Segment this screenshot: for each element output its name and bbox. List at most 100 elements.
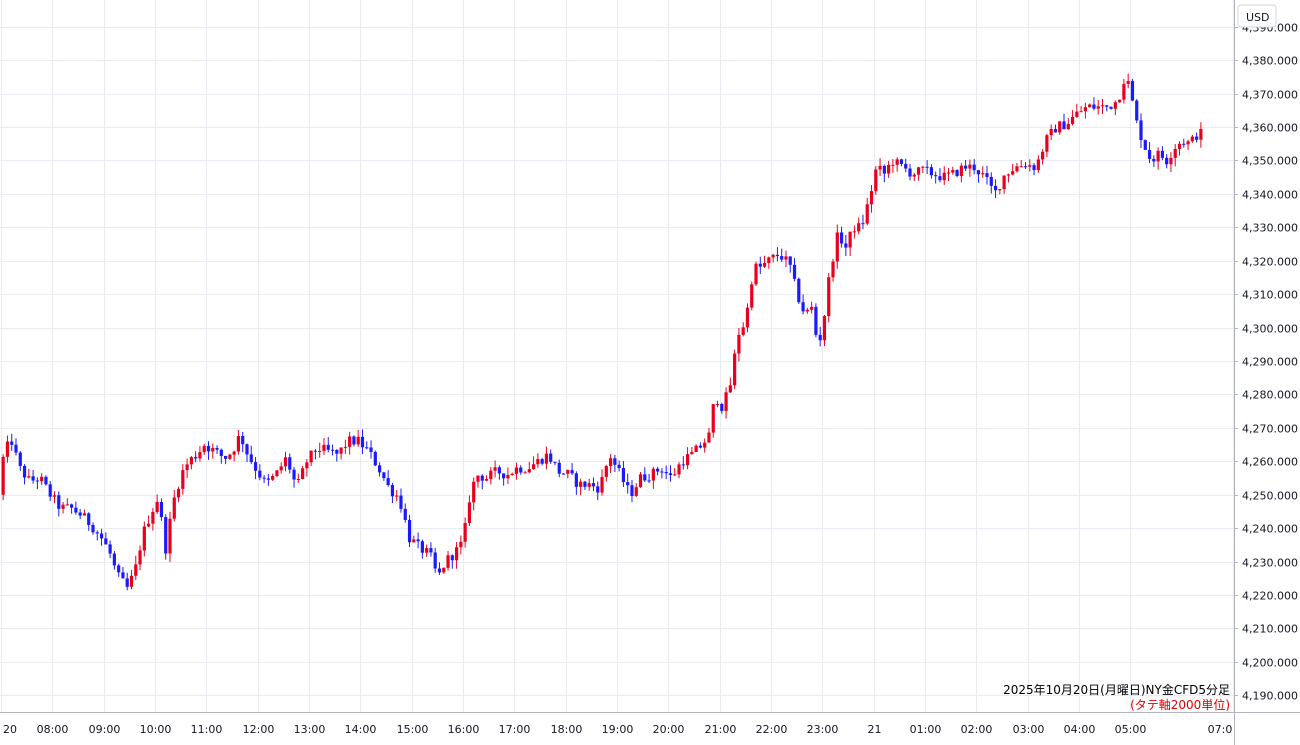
candle-body — [715, 403, 720, 405]
candle-body — [831, 261, 835, 278]
candle-body — [895, 159, 899, 165]
candle-body — [502, 473, 506, 479]
candle-body — [35, 480, 39, 482]
candle-body — [613, 458, 617, 465]
grid-lines — [0, 0, 1234, 712]
candle-body — [215, 448, 219, 450]
candle-body — [1041, 151, 1045, 160]
candle-body — [745, 307, 750, 328]
candle-body — [112, 553, 116, 566]
candle-body — [172, 497, 176, 519]
candle-body — [245, 444, 249, 455]
time-tick-label: 13:00 — [294, 723, 326, 736]
candle-body — [758, 263, 762, 267]
candle-body — [296, 478, 300, 480]
candle-body — [224, 455, 228, 459]
candle-body — [14, 444, 18, 453]
candle-body — [1028, 165, 1032, 167]
candle-body — [279, 466, 283, 471]
candle-body — [1062, 121, 1066, 130]
candle-body — [433, 552, 437, 569]
candle-body — [1177, 143, 1182, 149]
candle-body — [767, 257, 771, 264]
candle-body — [459, 541, 463, 548]
time-tick-label: 22:00 — [756, 723, 788, 736]
candle-body — [249, 454, 253, 463]
candle-body — [318, 450, 322, 452]
candle-body — [125, 578, 129, 587]
candle-body — [343, 446, 347, 448]
candle-body — [219, 449, 223, 456]
time-tick-label: 18:00 — [551, 723, 583, 736]
candle-body — [664, 471, 668, 474]
candle-body — [925, 166, 929, 168]
time-tick-label: 08:00 — [37, 723, 69, 736]
candle-body — [921, 166, 925, 168]
candle-body — [557, 462, 561, 474]
price-tick-label: 4,320.000 — [1242, 256, 1298, 269]
candle-body — [57, 495, 61, 509]
time-tick-label: 12:00 — [243, 723, 275, 736]
candle-body — [472, 481, 476, 503]
candle-body — [95, 532, 99, 534]
candle-body — [908, 168, 912, 177]
candle-body — [668, 473, 673, 476]
candle-body — [775, 254, 780, 257]
candle-body — [1088, 104, 1092, 108]
candle-body — [690, 452, 694, 455]
candle-body — [450, 555, 454, 561]
candle-body — [40, 476, 44, 482]
candle-body — [720, 403, 724, 411]
candle-body — [70, 504, 74, 508]
candle-body — [1199, 129, 1203, 140]
candle-body — [587, 483, 591, 487]
candle-body — [634, 487, 638, 496]
candle-body — [399, 495, 403, 509]
candle-body — [262, 477, 266, 479]
candle-body — [416, 539, 420, 542]
candle-body — [1126, 81, 1130, 84]
candle-body — [810, 306, 814, 310]
candle-body — [300, 468, 305, 479]
time-tick-label: 23:00 — [807, 723, 839, 736]
chart-annotation-title: 2025年10月20日(月曜日)NY金CFD5分足 — [1003, 682, 1230, 697]
candle-body — [352, 436, 356, 445]
candle-body — [865, 204, 869, 224]
currency-button[interactable] — [1237, 4, 1277, 28]
candle-body — [797, 278, 801, 303]
candle-body — [176, 488, 181, 498]
candle-body — [852, 231, 857, 233]
time-axis: 20 08:00 09:00 10:00 11:00 12:00 13:00 14:00 15:… — [3, 723, 1232, 736]
candle-body — [189, 457, 193, 465]
candle-body — [771, 254, 775, 258]
candle-body — [848, 231, 852, 248]
time-tick-label: 16:00 — [448, 723, 480, 736]
candle-body — [121, 572, 125, 579]
candle-body — [1015, 166, 1019, 172]
candle-body — [741, 327, 745, 335]
candle-body — [65, 504, 69, 506]
candle-body — [839, 232, 844, 244]
candle-body — [1023, 166, 1028, 168]
candle-body — [869, 191, 874, 205]
candle-body — [31, 476, 35, 481]
candle-body — [1092, 104, 1096, 109]
candle-body — [1083, 107, 1087, 112]
candle-body — [202, 445, 206, 453]
candle-body — [591, 483, 596, 487]
time-tick-label: 02:00 — [961, 723, 993, 736]
candle-body — [403, 508, 407, 520]
candle-body — [938, 176, 942, 181]
candle-body — [604, 465, 608, 477]
price-tick-label: 4,330.000 — [1242, 222, 1298, 235]
time-tick-label: 15:00 — [397, 723, 429, 736]
candle-body — [630, 485, 634, 496]
candle-body — [454, 547, 459, 561]
candle-body — [1109, 106, 1113, 109]
candle-body — [904, 163, 908, 169]
candle-body — [168, 518, 172, 554]
candle-body — [934, 175, 938, 177]
candle-body — [566, 470, 570, 474]
time-tick-label: 01:00 — [910, 723, 942, 736]
